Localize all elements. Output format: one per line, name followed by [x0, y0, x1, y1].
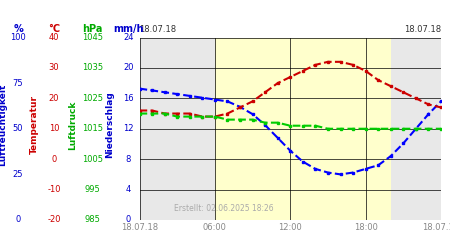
Text: 1015: 1015 — [82, 124, 103, 133]
Text: 985: 985 — [84, 216, 100, 224]
Text: Erstellt: 02.06.2025 18:26: Erstellt: 02.06.2025 18:26 — [174, 204, 274, 213]
Text: 75: 75 — [13, 78, 23, 88]
Bar — [391, 38, 441, 220]
Text: 1045: 1045 — [82, 33, 103, 42]
Text: 8: 8 — [126, 155, 131, 164]
Text: Luftfeuchtigkeit: Luftfeuchtigkeit — [0, 84, 7, 166]
Text: hPa: hPa — [82, 24, 103, 34]
Text: 10: 10 — [49, 124, 59, 133]
Text: 0: 0 — [51, 155, 57, 164]
Text: 100: 100 — [10, 33, 26, 42]
Text: 20: 20 — [49, 94, 59, 103]
Text: 4: 4 — [126, 185, 131, 194]
Text: 25: 25 — [13, 170, 23, 179]
Text: -20: -20 — [47, 216, 61, 224]
Text: 0: 0 — [15, 216, 21, 224]
Text: Luftdruck: Luftdruck — [68, 100, 77, 150]
Text: °C: °C — [48, 24, 60, 34]
Text: 995: 995 — [85, 185, 100, 194]
Text: 30: 30 — [49, 64, 59, 72]
Text: 12: 12 — [123, 124, 134, 133]
Text: Temperatur: Temperatur — [30, 96, 39, 154]
Text: 18.07.18: 18.07.18 — [404, 25, 441, 34]
Bar — [215, 38, 391, 220]
Text: Niederschlag: Niederschlag — [105, 92, 114, 158]
Text: 1005: 1005 — [82, 155, 103, 164]
Text: 16: 16 — [123, 94, 134, 103]
Text: 0: 0 — [126, 216, 131, 224]
Text: 24: 24 — [123, 33, 134, 42]
Text: 1025: 1025 — [82, 94, 103, 103]
Text: 18.07.18: 18.07.18 — [140, 25, 176, 34]
Text: mm/h: mm/h — [113, 24, 144, 34]
Text: -10: -10 — [47, 185, 61, 194]
Text: 50: 50 — [13, 124, 23, 133]
Text: 1035: 1035 — [82, 64, 103, 72]
Bar — [140, 38, 215, 220]
Text: 20: 20 — [123, 64, 134, 72]
Text: 40: 40 — [49, 33, 59, 42]
Text: %: % — [13, 24, 23, 34]
